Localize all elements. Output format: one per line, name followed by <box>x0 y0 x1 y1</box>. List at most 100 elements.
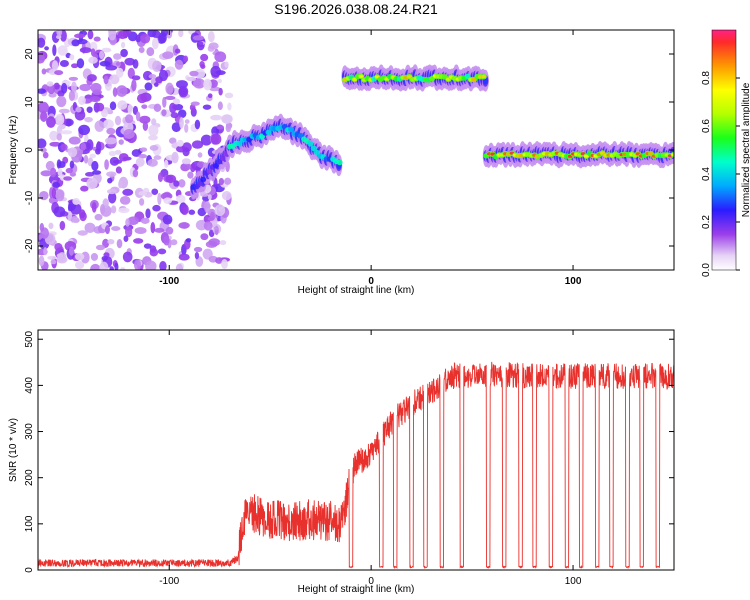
heatmap-cell <box>38 37 46 48</box>
heatmap-cell <box>52 181 61 188</box>
heatmap-cell <box>50 259 57 265</box>
heatmap-cell <box>138 191 147 196</box>
heatmap-cell <box>149 248 159 257</box>
colorbar-tick-label: 0.2 <box>701 215 712 229</box>
heatmap-cell <box>208 42 219 50</box>
heatmap-cell <box>185 238 192 243</box>
heatmap-cell <box>336 159 343 166</box>
heatmap-cell <box>122 188 134 196</box>
heatmap-cell <box>178 30 184 38</box>
heatmap-cell <box>193 78 205 89</box>
snr-frame <box>37 329 675 571</box>
heatmap-cell <box>39 222 45 232</box>
figure-title: S196.2026.038.08.24.R21 <box>274 1 438 17</box>
x-tick-label: 0 <box>368 276 374 287</box>
heatmap-cell <box>95 244 106 251</box>
heatmap-cell <box>109 101 117 111</box>
heatmap-cell <box>171 151 179 164</box>
heatmap-cell <box>79 47 92 54</box>
heatmap-cell <box>174 59 184 70</box>
heatmap-cell <box>111 226 121 231</box>
heatmap-cell <box>106 188 117 195</box>
heatmap-cell <box>68 90 76 102</box>
heatmap-cell <box>85 171 95 177</box>
heatmap-cell <box>194 251 200 260</box>
heatmap-cell <box>180 203 189 216</box>
heatmap-cell <box>40 111 48 122</box>
snr-x-label: Height of straight line (km) <box>298 584 415 595</box>
heatmap-cell <box>115 61 121 67</box>
heatmap-cell <box>114 115 122 126</box>
heatmap-cell <box>162 96 167 108</box>
heatmap-cell <box>174 48 181 54</box>
heatmap-cell <box>68 76 79 81</box>
heatmap-cell <box>43 247 48 256</box>
y-tick-label: 400 <box>24 377 35 394</box>
heatmap-cell <box>118 153 129 162</box>
heatmap-cell <box>132 59 139 69</box>
heatmap-cell <box>89 153 97 159</box>
heatmap-cell <box>193 246 203 253</box>
heatmap-cell <box>179 117 184 129</box>
colorbar: 0.0 0.2 0.4 0.6 0.8 Normalized spectral ampl… <box>701 29 750 277</box>
heatmap-cell <box>113 53 122 60</box>
heatmap-cell <box>171 122 182 133</box>
x-tick-label: 100 <box>565 276 582 287</box>
heatmap-cell <box>153 103 162 113</box>
heatmap-cell <box>72 197 80 205</box>
heatmap-cell <box>173 180 180 187</box>
heatmap-cell <box>106 171 117 177</box>
heatmap-cell <box>139 147 148 152</box>
heatmap-cell <box>215 257 223 264</box>
y-tick-label: 500 <box>24 330 35 347</box>
heatmap-cell <box>352 77 357 82</box>
heatmap-cell <box>118 207 130 214</box>
y-tick-label: 0 <box>24 147 35 153</box>
heatmap-cell <box>150 221 156 234</box>
heatmap-cell <box>148 134 158 141</box>
heatmap-cell <box>216 124 224 130</box>
heatmap-cell <box>103 75 109 85</box>
heatmap-cell <box>54 70 64 76</box>
heatmap-cell <box>153 82 159 87</box>
heatmap-cell <box>118 139 124 145</box>
heatmap-cell <box>55 189 65 202</box>
x-tick-label: 0 <box>368 576 374 587</box>
heatmap-cell <box>227 102 232 111</box>
heatmap-cell <box>55 113 65 126</box>
heatmap-cell <box>120 267 126 270</box>
heatmap-cell <box>217 101 223 111</box>
heatmap-cell <box>178 253 190 261</box>
heatmap-cell <box>38 53 46 64</box>
heatmap-cell <box>189 104 196 111</box>
heatmap-cell <box>105 137 117 145</box>
heatmap-cell <box>79 83 92 92</box>
heatmap-cell <box>69 160 75 169</box>
heatmap-cell <box>63 176 73 181</box>
x-tick-label: 100 <box>565 576 582 587</box>
heatmap-cell <box>91 170 102 175</box>
heatmap-cell <box>191 140 204 149</box>
y-tick-label: 200 <box>24 469 35 486</box>
heatmap-cell <box>54 242 63 251</box>
heatmap-cell <box>115 166 123 174</box>
heatmap-cell <box>49 130 59 141</box>
heatmap-cell <box>200 176 207 183</box>
heatmap-cell <box>224 92 234 99</box>
heatmap-cell <box>108 30 117 41</box>
heatmap-cell <box>117 100 128 110</box>
heatmap-cell <box>99 50 105 60</box>
colorbar-label: Normalized spectral amplitude <box>741 82 750 217</box>
heatmap-cell <box>209 86 221 92</box>
heatmap-cell <box>183 55 189 63</box>
heatmap-cell <box>105 224 110 235</box>
heatmap-cell <box>144 82 153 91</box>
heatmap-cell <box>221 258 228 270</box>
heatmap-cell <box>135 111 141 122</box>
heatmap-cell <box>108 150 117 157</box>
heatmap-cell <box>218 87 223 96</box>
heatmap-cell <box>152 204 161 212</box>
heatmap-cell <box>68 246 75 256</box>
heatmap-cell <box>109 74 120 85</box>
